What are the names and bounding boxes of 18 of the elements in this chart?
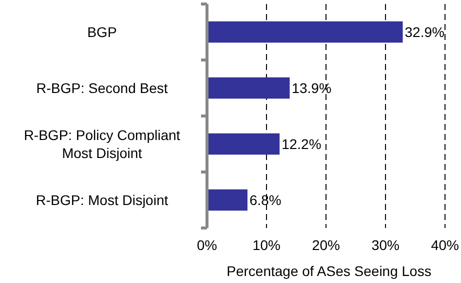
data-label: 6.8% xyxy=(249,192,282,208)
data-label: 32.9% xyxy=(404,24,444,40)
x-axis-title: Percentage of ASes Seeing Loss xyxy=(226,263,432,279)
y-tick-label: R-BGP: Policy Compliant Most Disjoint xyxy=(24,126,180,161)
bar xyxy=(207,77,290,99)
x-tick-label: 10% xyxy=(252,236,281,253)
x-tick-label: 0% xyxy=(196,236,218,253)
x-tick-label: 30% xyxy=(371,236,400,253)
bar xyxy=(207,189,248,211)
data-label: 13.9% xyxy=(292,80,332,96)
y-tick-label: R-BGP: Second Best xyxy=(36,80,168,96)
y-tick-label: BGP xyxy=(87,24,117,40)
bar xyxy=(207,133,280,155)
bar xyxy=(207,21,403,43)
x-tick-label: 20% xyxy=(312,236,340,253)
data-label: 12.2% xyxy=(282,136,322,152)
y-tick-label: R-BGP: Most Disjoint xyxy=(36,192,168,208)
x-tick-label: 40% xyxy=(430,236,460,253)
